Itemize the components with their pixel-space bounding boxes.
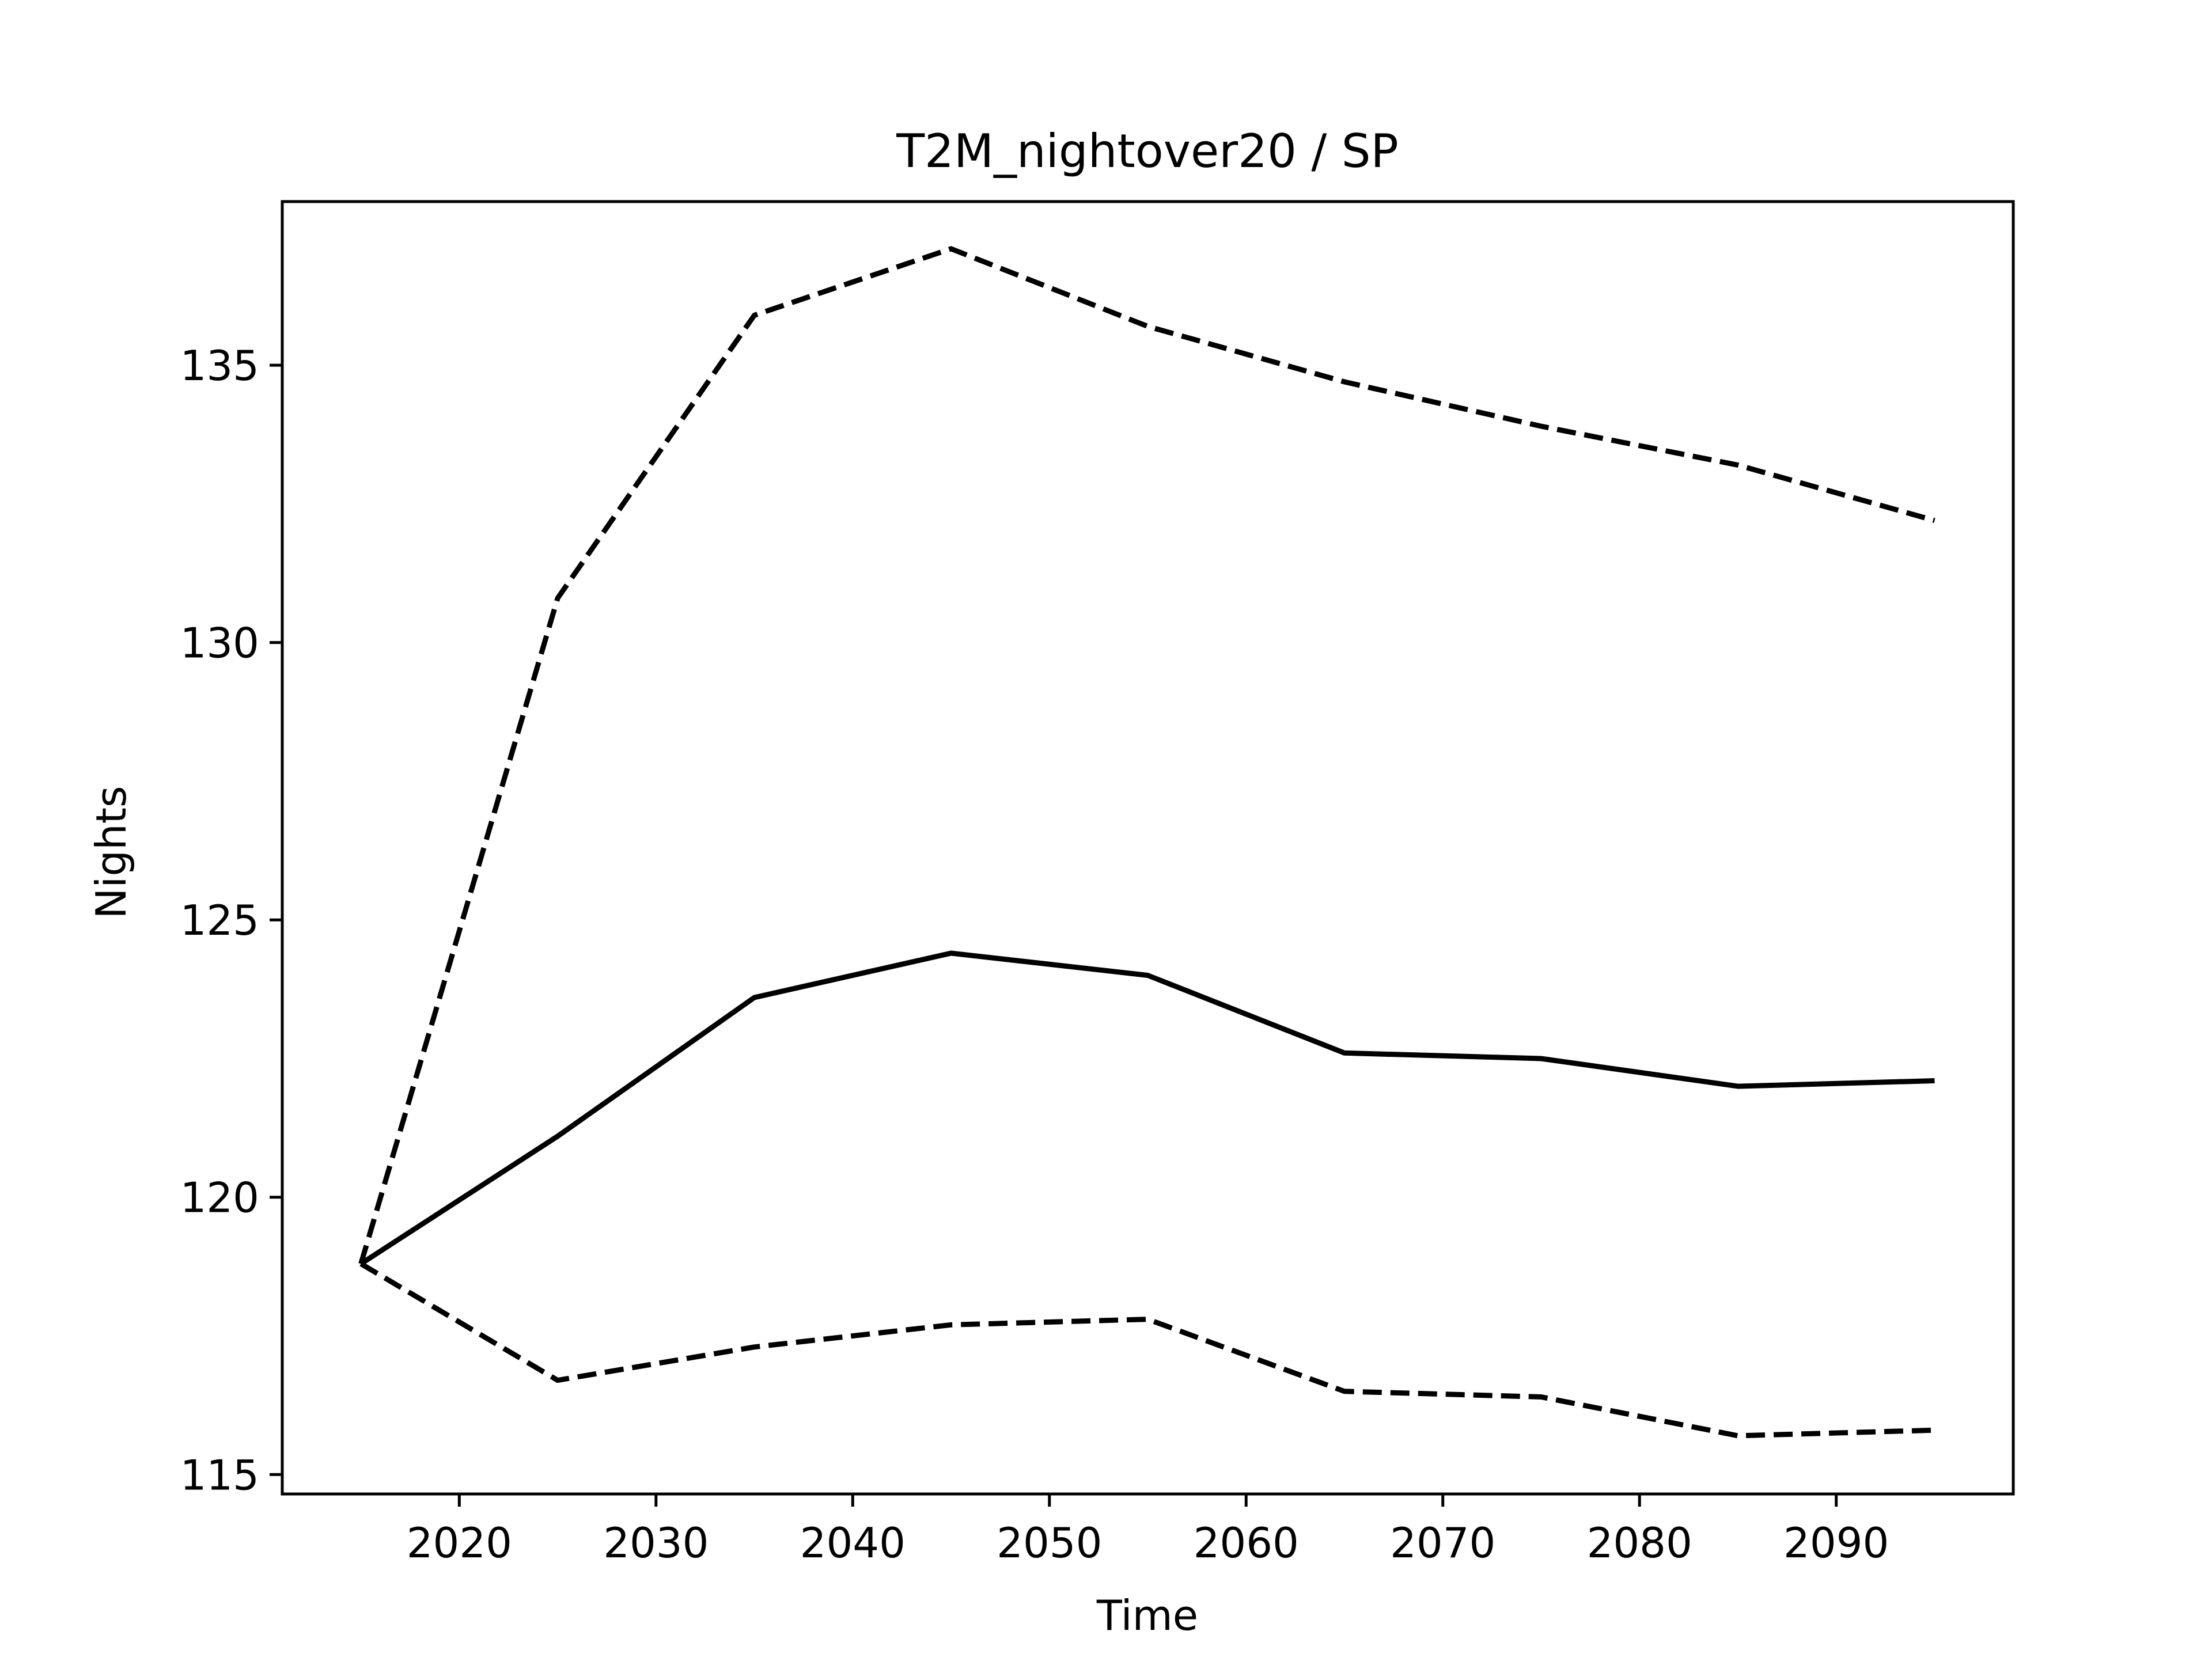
y-tick-label-130: 130 <box>180 619 259 668</box>
x-axis-label: Time <box>1096 1591 1198 1640</box>
x-tick-label-2030: 2030 <box>603 1519 709 1567</box>
series-line-2-dashed <box>358 246 1936 1265</box>
x-tick-label-2050: 2050 <box>997 1519 1102 1567</box>
chart-title: T2M_nightover20 / SP <box>896 124 1399 178</box>
series-line-3-dashed <box>359 1261 1935 1439</box>
x-tick-label-2080: 2080 <box>1587 1519 1692 1567</box>
y-tick-label-115: 115 <box>180 1451 259 1499</box>
series-line-1-solid <box>359 950 1935 1266</box>
y-tick-label-125: 125 <box>180 896 259 945</box>
plot-frame <box>281 200 2015 1496</box>
y-tick-label-135: 135 <box>180 342 259 390</box>
x-tick-label-2040: 2040 <box>800 1519 906 1567</box>
ticks-layer: 2020 2030 2040 2050 2060 2070 2080 2090 115 120 12… <box>180 342 1889 1567</box>
series-layer <box>358 246 1936 1439</box>
x-tick-label-2020: 2020 <box>407 1519 512 1567</box>
y-tick-label-120: 120 <box>180 1174 259 1222</box>
x-tick-label-2090: 2090 <box>1783 1519 1889 1567</box>
y-axis-label: Nights <box>87 786 135 919</box>
x-tick-label-2060: 2060 <box>1194 1519 1299 1567</box>
x-tick-label-2070: 2070 <box>1390 1519 1495 1567</box>
